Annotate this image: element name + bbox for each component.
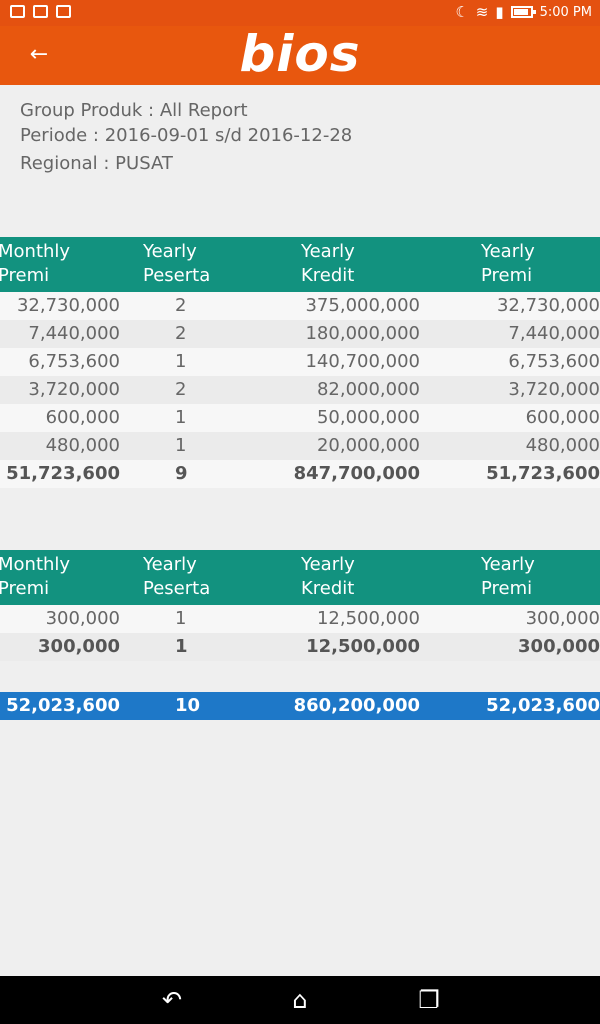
status-time: 5:00 PM bbox=[539, 4, 592, 20]
group-produk-label: Group Produk : All Report bbox=[20, 100, 248, 121]
header-yearly-kredit: Yearly Kredit bbox=[301, 241, 355, 286]
table-row[interactable]: 300,000 1 12,500,000 300,000 bbox=[0, 605, 600, 633]
back-button[interactable]: ← bbox=[24, 40, 54, 70]
signal-icon: ▮ bbox=[495, 3, 504, 21]
header-yearly-peserta: Yearly Peserta bbox=[143, 241, 211, 286]
periode-label: Periode : 2016-09-01 s/d 2016-12-28 bbox=[20, 125, 353, 146]
header-yearly-premi: Yearly Premi bbox=[481, 554, 535, 599]
table-row[interactable]: 3,720,000 2 82,000,000 3,720,000 bbox=[0, 376, 600, 404]
table-header: Monthly Premi Yearly Peserta Yearly Kred… bbox=[0, 550, 600, 605]
mail-icon bbox=[10, 5, 25, 18]
report-table-1: Monthly Premi Yearly Peserta Yearly Kred… bbox=[0, 237, 600, 488]
photo-icon bbox=[33, 5, 48, 18]
back-nav-icon[interactable]: ↶ bbox=[161, 986, 183, 1014]
battery-icon bbox=[510, 6, 536, 18]
wifi-icon: ≋ bbox=[475, 3, 489, 21]
table-row[interactable]: 480,000 1 20,000,000 480,000 bbox=[0, 432, 600, 460]
system-nav-bar: ↶ ⌂ ❐ bbox=[0, 976, 600, 1024]
moon-icon: ☾ bbox=[455, 3, 469, 21]
status-bar: ☾ ≋ ▮ 5:00 PM bbox=[0, 0, 600, 26]
table-row[interactable]: 7,440,000 2 180,000,000 7,440,000 bbox=[0, 320, 600, 348]
regional-label: Regional : PUSAT bbox=[20, 153, 173, 174]
report-info: Group Produk : All Report Periode : 2016… bbox=[20, 98, 352, 176]
grand-total-row: 52,023,600 10 860,200,000 52,023,600 bbox=[0, 692, 600, 720]
header-yearly-peserta: Yearly Peserta bbox=[143, 554, 211, 599]
app-bar: ← bios bbox=[0, 26, 600, 85]
bios-logo: bios bbox=[239, 25, 361, 83]
table-total-row: 51,723,600 9 847,700,000 51,723,600 bbox=[0, 460, 600, 488]
arrow-left-icon: ← bbox=[29, 42, 49, 67]
table-row[interactable]: 6,753,600 1 140,700,000 6,753,600 bbox=[0, 348, 600, 376]
header-monthly-premi: Monthly Premi bbox=[0, 554, 71, 599]
table-header: Monthly Premi Yearly Peserta Yearly Kred… bbox=[0, 237, 600, 292]
report-table-2: Monthly Premi Yearly Peserta Yearly Kred… bbox=[0, 550, 600, 661]
home-nav-icon[interactable]: ⌂ bbox=[292, 986, 308, 1014]
table-total-row: 300,000 1 12,500,000 300,000 bbox=[0, 633, 600, 661]
header-monthly-premi: Monthly Premi bbox=[0, 241, 71, 286]
table-row[interactable]: 600,000 1 50,000,000 600,000 bbox=[0, 404, 600, 432]
table-row[interactable]: 32,730,000 2 375,000,000 32,730,000 bbox=[0, 292, 600, 320]
header-yearly-kredit: Yearly Kredit bbox=[301, 554, 355, 599]
bag-icon bbox=[56, 5, 71, 18]
header-yearly-premi: Yearly Premi bbox=[481, 241, 535, 286]
recents-nav-icon[interactable]: ❐ bbox=[418, 986, 440, 1014]
